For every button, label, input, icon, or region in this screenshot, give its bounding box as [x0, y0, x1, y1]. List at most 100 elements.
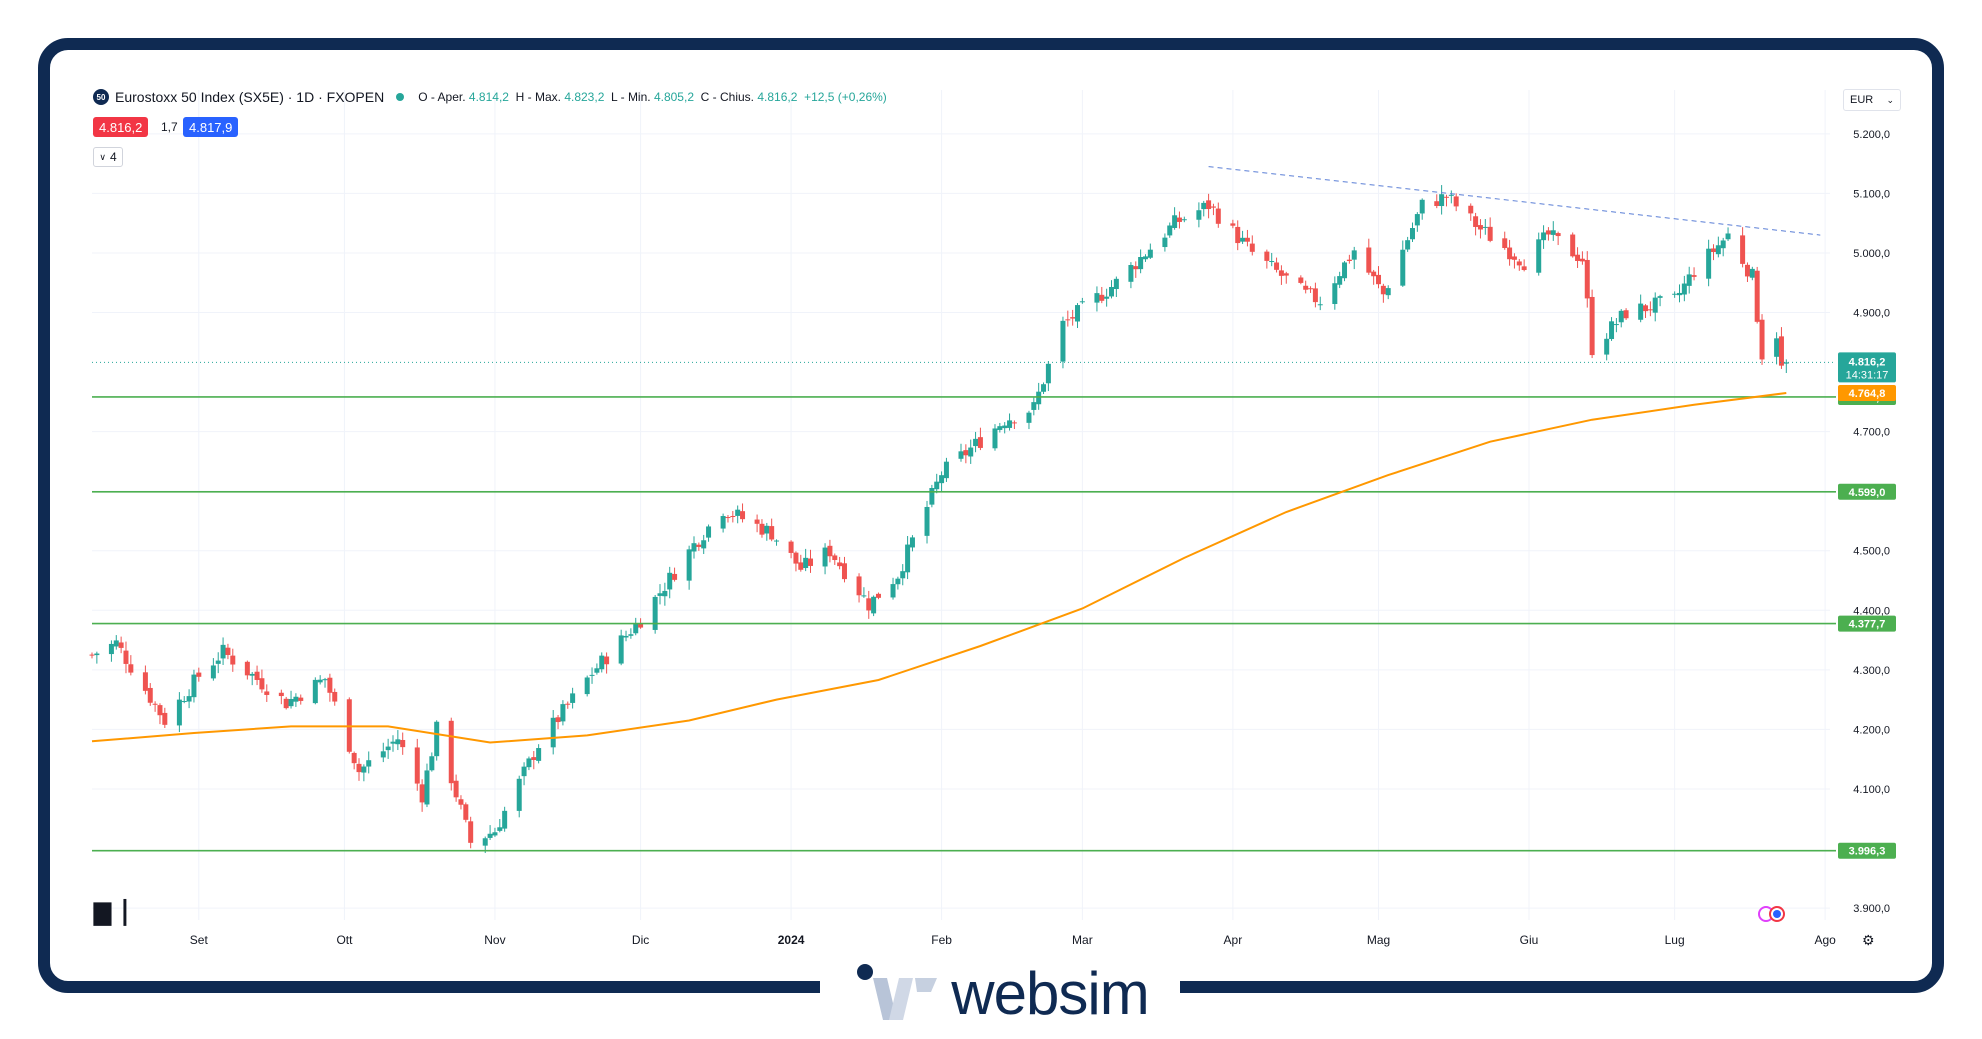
ma-label-box: [1838, 385, 1896, 402]
candle-body: [633, 623, 639, 634]
candle-body: [293, 696, 299, 702]
candle-body: [1643, 305, 1649, 312]
candle-body: [1487, 226, 1493, 241]
support-label-box: [1838, 842, 1896, 859]
candle-body: [662, 590, 668, 597]
candle-body: [152, 703, 158, 705]
market-status-icon: [396, 93, 405, 101]
candle-body: [720, 516, 726, 529]
candle-body: [249, 673, 255, 676]
candle-body: [652, 596, 658, 630]
candle-body: [1414, 214, 1420, 226]
candle-body: [1550, 230, 1556, 235]
websim-logo-icon: [857, 964, 938, 1020]
candle-body: [390, 741, 396, 744]
candle-body: [832, 555, 838, 561]
candle-body: [1138, 257, 1144, 270]
candle-body: [1104, 296, 1110, 299]
x-tick-label: Ago: [1814, 933, 1836, 947]
candle-body: [803, 557, 809, 569]
candle-body: [264, 691, 270, 695]
candle-body: [997, 426, 1003, 430]
candle-body: [1584, 259, 1590, 299]
candle-body: [351, 752, 357, 764]
candle-body: [1400, 249, 1406, 286]
candle-body: [497, 827, 503, 831]
candle-body: [827, 545, 833, 557]
candle-body: [1147, 249, 1153, 258]
candle-body: [482, 838, 488, 846]
candle-body: [667, 572, 673, 590]
candle-body: [808, 558, 814, 566]
candle-body: [1002, 425, 1008, 429]
candle-body: [1502, 238, 1508, 248]
candle-body: [1623, 310, 1629, 319]
candle-body: [1385, 288, 1391, 296]
x-tick-label: Nov: [484, 933, 505, 947]
candle-body: [1434, 201, 1440, 206]
candle-body: [448, 720, 454, 784]
candle-body: [1749, 268, 1755, 278]
candle-body: [1274, 262, 1280, 270]
x-tick-label: Set: [190, 933, 209, 947]
candle-body: [414, 747, 420, 784]
y-tick-label: 3.900,0: [1853, 903, 1890, 915]
frame: [38, 38, 1944, 993]
candle-body: [123, 650, 129, 664]
candle-body: [924, 506, 930, 536]
ohlc-values: O - Aper. 4.814,2 H - Max. 4.823,2 L - M…: [418, 90, 887, 104]
candle-body: [759, 523, 765, 535]
y-tick-label: 5.100,0: [1853, 188, 1890, 200]
footer-logo: websim: [820, 958, 1180, 1028]
candle-body: [657, 593, 663, 596]
candle-body: [1638, 303, 1644, 320]
candle-body: [419, 784, 425, 803]
currency-select[interactable]: EUR ⌄: [1843, 89, 1901, 111]
chevron-down-icon: ⌄: [1886, 94, 1894, 105]
support-label: 4.599,0: [1849, 487, 1886, 499]
candle-body: [1482, 226, 1488, 228]
candle-body: [793, 552, 799, 564]
events-icon[interactable]: [1757, 905, 1789, 923]
candle-body: [1351, 250, 1357, 260]
candle-body: [487, 833, 493, 838]
candle-body: [1201, 202, 1207, 210]
candle-body: [468, 821, 474, 843]
candle-body: [1041, 384, 1047, 392]
candle-body: [754, 519, 760, 524]
candle-body: [434, 721, 440, 757]
x-tick-label: Giu: [1520, 933, 1539, 947]
candle-body: [1031, 402, 1037, 410]
candle-body: [244, 661, 250, 676]
candle-body: [1094, 293, 1100, 303]
candle-body: [1128, 265, 1134, 282]
y-tick-label: 4.900,0: [1853, 308, 1890, 320]
ohlc-high-label: H - Max.: [515, 90, 561, 104]
candle-body: [1036, 391, 1042, 405]
candle-body: [1235, 226, 1241, 244]
candle-body: [1613, 324, 1619, 326]
symbol-title[interactable]: Eurostoxx 50 Index (SX5E) · 1D · FXOPEN: [115, 89, 385, 105]
candle-body: [1240, 237, 1246, 242]
candle-body: [735, 509, 741, 516]
candle-body: [1332, 283, 1338, 305]
indicators-toggle[interactable]: ∨ 4: [93, 147, 123, 167]
y-tick-label: 5.200,0: [1853, 129, 1890, 141]
candle-body: [939, 475, 945, 484]
support-label: 4.377,7: [1849, 619, 1886, 631]
candle-body: [317, 679, 323, 683]
candle-body: [298, 697, 304, 701]
buy-button[interactable]: 4.817,9: [183, 117, 239, 137]
candle-body: [278, 692, 284, 697]
candle-body: [871, 596, 877, 614]
gear-icon[interactable]: ⚙: [1862, 932, 1875, 948]
sell-button[interactable]: 4.816,2: [93, 117, 149, 137]
candle-body: [774, 540, 780, 542]
candle-body: [769, 526, 775, 540]
candle-body: [1647, 309, 1653, 311]
candle-body: [628, 634, 634, 636]
candle-body: [895, 578, 901, 585]
candle-body: [1725, 233, 1731, 240]
candle-body: [453, 780, 459, 798]
